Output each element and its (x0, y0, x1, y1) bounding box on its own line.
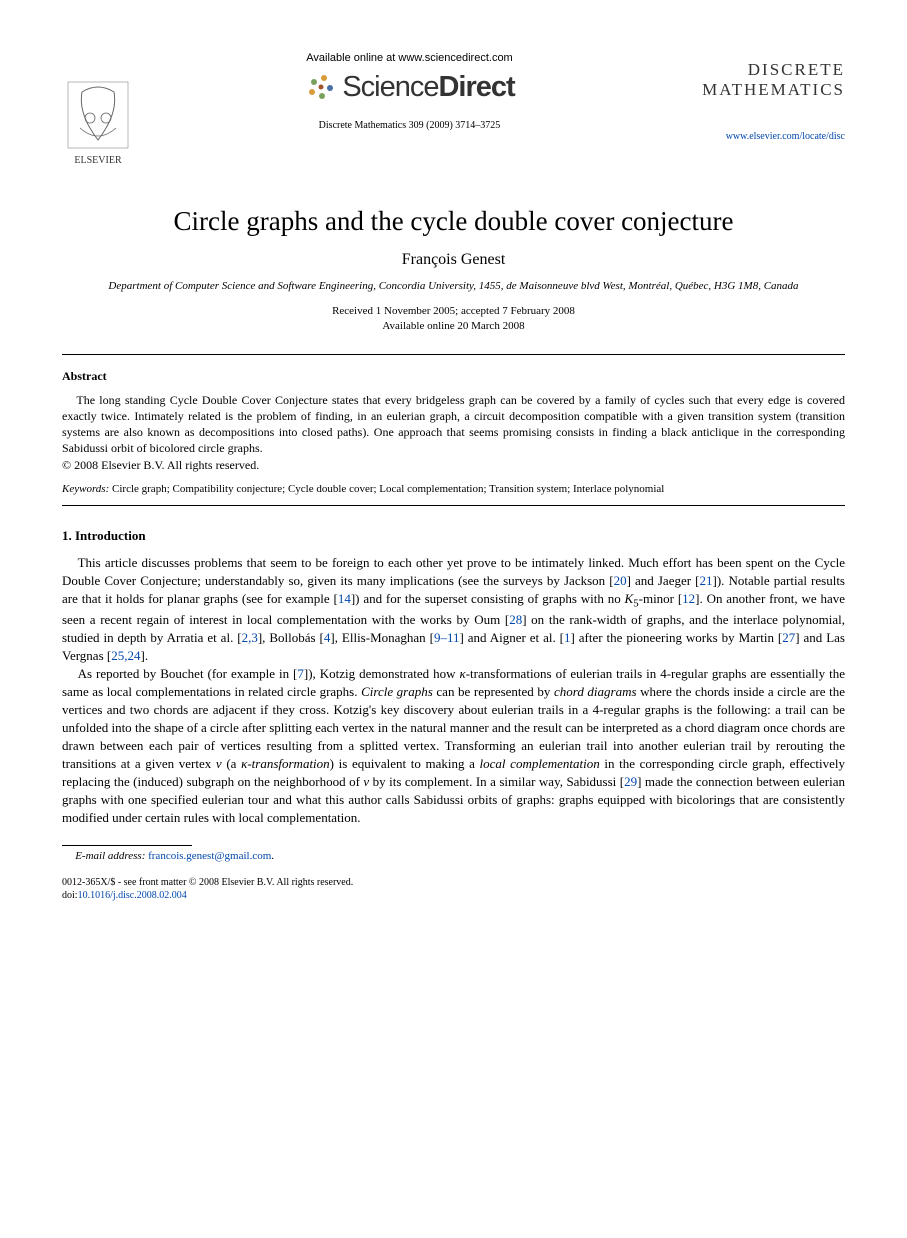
ref-28[interactable]: 28 (509, 612, 522, 627)
intro-paragraph-1: This article discusses problems that see… (62, 554, 845, 665)
received-date: Received 1 November 2005; accepted 7 Feb… (62, 304, 845, 319)
sciencedirect-swirl-icon (304, 70, 338, 104)
ref-14[interactable]: 14 (338, 591, 351, 606)
article-dates: Received 1 November 2005; accepted 7 Feb… (62, 304, 845, 334)
front-matter-line: 0012-365X/$ - see front matter © 2008 El… (62, 876, 845, 890)
article-title: Circle graphs and the cycle double cover… (62, 206, 845, 237)
keywords-label: Keywords: (62, 483, 109, 495)
bottom-meta: 0012-365X/$ - see front matter © 2008 El… (62, 876, 845, 903)
keywords-list: Circle graph; Compatibility conjecture; … (109, 483, 664, 495)
email-label: E-mail address: (75, 850, 145, 862)
author-email[interactable]: francois.genest@gmail.com (148, 850, 271, 862)
ref-2-3[interactable]: 2,3 (242, 630, 258, 645)
keywords-line: Keywords: Circle graph; Compatibility co… (62, 483, 845, 495)
available-online-text: Available online at www.sciencedirect.co… (134, 52, 685, 64)
ref-1[interactable]: 1 (564, 630, 571, 645)
abstract-text: The long standing Cycle Double Cover Con… (62, 392, 845, 456)
ref-21[interactable]: 21 (700, 573, 713, 588)
article-page: ELSEVIER Available online at www.science… (0, 0, 907, 943)
sciencedirect-wordmark: ScienceDirect (342, 71, 514, 104)
ref-25-24[interactable]: 25,24 (111, 648, 140, 663)
locate-link[interactable]: www.elsevier.com/locate/disc (685, 131, 845, 142)
doi-line: doi:10.1016/j.disc.2008.02.004 (62, 889, 845, 903)
ref-27[interactable]: 27 (782, 630, 795, 645)
ref-7[interactable]: 7 (297, 666, 304, 681)
abstract-heading: Abstract (62, 369, 845, 384)
journal-reference: Discrete Mathematics 309 (2009) 3714–372… (134, 120, 685, 131)
journal-name: DISCRETE MATHEMATICS (685, 60, 845, 99)
ref-29[interactable]: 29 (624, 774, 637, 789)
svg-text:ELSEVIER: ELSEVIER (74, 155, 122, 166)
journal-title-block: DISCRETE MATHEMATICS www.elsevier.com/lo… (685, 60, 845, 142)
email-footnote: E-mail address: francois.genest@gmail.co… (62, 850, 845, 862)
available-online-date: Available online 20 March 2008 (62, 319, 845, 334)
intro-paragraph-2: As reported by Bouchet (for example in [… (62, 665, 845, 826)
ref-9-11[interactable]: 9–11 (434, 630, 460, 645)
ref-20[interactable]: 20 (614, 573, 627, 588)
header-row: ELSEVIER Available online at www.science… (62, 52, 845, 168)
divider-after-keywords (62, 505, 845, 506)
divider-before-abstract (62, 354, 845, 355)
author-name: François Genest (62, 251, 845, 269)
copyright-line: © 2008 Elsevier B.V. All rights reserved… (62, 458, 845, 473)
elsevier-logo: ELSEVIER (62, 78, 134, 168)
section-1-heading: 1. Introduction (62, 528, 845, 544)
author-affiliation: Department of Computer Science and Softw… (62, 279, 845, 294)
ref-4[interactable]: 4 (324, 630, 331, 645)
ref-12[interactable]: 12 (682, 591, 695, 606)
sciencedirect-block: Available online at www.sciencedirect.co… (134, 52, 685, 131)
footnote-rule (62, 845, 192, 846)
doi-link[interactable]: 10.1016/j.disc.2008.02.004 (78, 890, 187, 901)
sciencedirect-logo-row: ScienceDirect (134, 70, 685, 104)
